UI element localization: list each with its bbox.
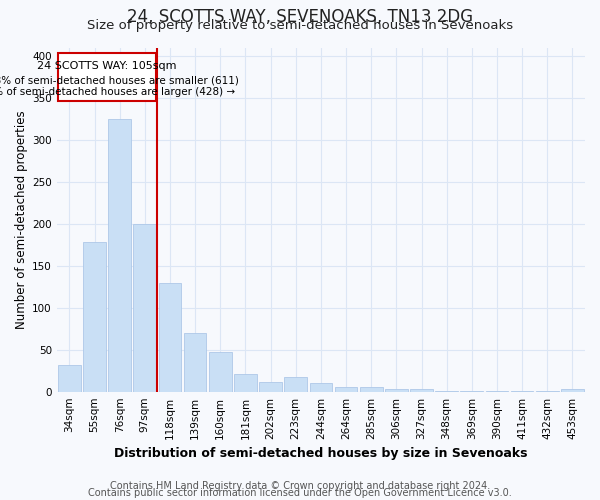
Y-axis label: Number of semi-detached properties: Number of semi-detached properties [15, 110, 28, 329]
Bar [460, 391, 483, 392]
Text: 41% of semi-detached houses are larger (428) →: 41% of semi-detached houses are larger (… [0, 88, 235, 98]
Bar [58, 52, 156, 101]
Bar [385, 389, 407, 392]
Text: Size of property relative to semi-detached houses in Sevenoaks: Size of property relative to semi-detach… [87, 18, 513, 32]
Bar [511, 391, 533, 392]
Bar [259, 382, 282, 392]
Bar [436, 391, 458, 392]
Bar [410, 389, 433, 392]
Bar [158, 282, 181, 392]
Text: ← 58% of semi-detached houses are smaller (611): ← 58% of semi-detached houses are smalle… [0, 76, 239, 86]
Bar [485, 391, 508, 392]
Bar [360, 388, 383, 392]
Bar [335, 386, 358, 392]
X-axis label: Distribution of semi-detached houses by size in Sevenoaks: Distribution of semi-detached houses by … [114, 447, 527, 460]
Bar [58, 365, 80, 392]
Bar [83, 242, 106, 392]
Text: 24 SCOTTS WAY: 105sqm: 24 SCOTTS WAY: 105sqm [37, 62, 177, 72]
Bar [536, 391, 559, 392]
Bar [284, 378, 307, 392]
Text: Contains HM Land Registry data © Crown copyright and database right 2024.: Contains HM Land Registry data © Crown c… [110, 481, 490, 491]
Bar [109, 119, 131, 392]
Bar [234, 374, 257, 392]
Bar [133, 224, 156, 392]
Bar [561, 389, 584, 392]
Bar [209, 352, 232, 392]
Bar [310, 384, 332, 392]
Text: 24, SCOTTS WAY, SEVENOAKS, TN13 2DG: 24, SCOTTS WAY, SEVENOAKS, TN13 2DG [127, 8, 473, 26]
Bar [184, 333, 206, 392]
Text: Contains public sector information licensed under the Open Government Licence v3: Contains public sector information licen… [88, 488, 512, 498]
